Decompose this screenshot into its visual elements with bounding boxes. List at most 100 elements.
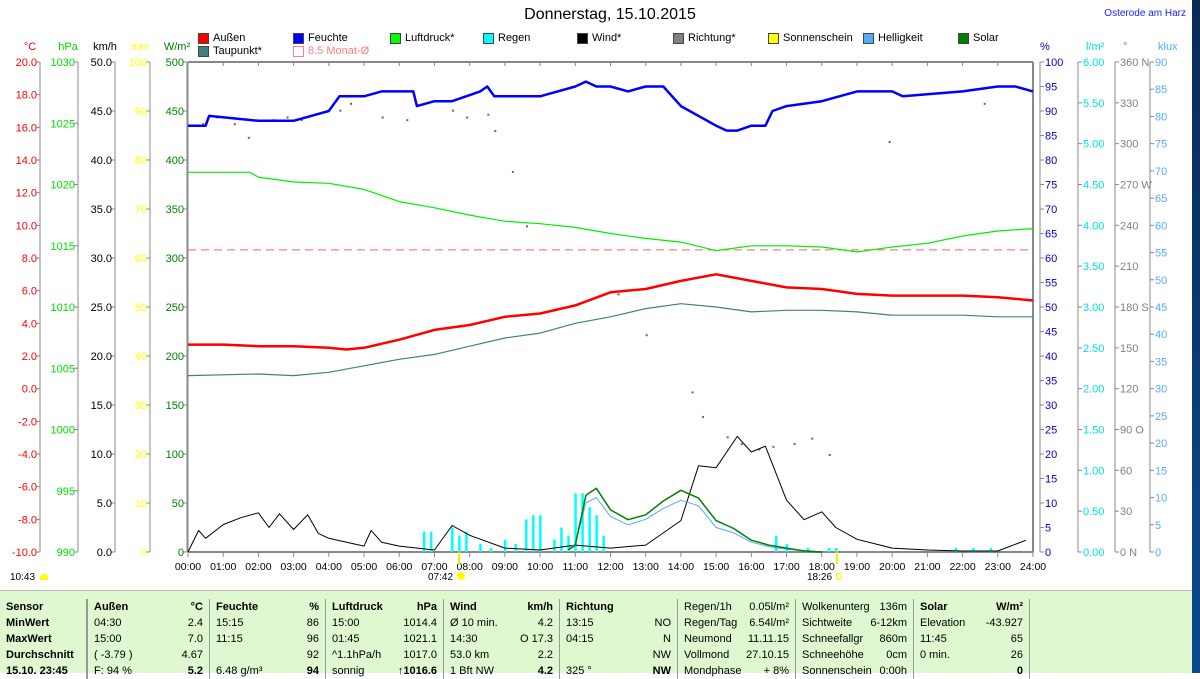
legend-swatch	[768, 32, 779, 44]
table-row: 01:45 1021.1	[332, 631, 437, 647]
table-header: Wind km/h	[450, 599, 553, 615]
table-value: 7.0	[187, 633, 203, 645]
table-row: sonnig ↑1016.6	[332, 663, 437, 679]
axis-tick-label-solar: 300	[166, 253, 184, 265]
x-tick-label: 17:00	[773, 561, 799, 573]
legend-item: Solar	[958, 32, 999, 44]
axis-tick-label-press: 1000	[51, 425, 75, 437]
axis-tick-label-min: 80	[135, 155, 147, 167]
direction-point	[740, 443, 743, 446]
direction-point	[466, 116, 469, 119]
table-value: N	[663, 633, 671, 645]
axis-tick-label-hum: 20	[1045, 449, 1057, 461]
axis-tick-label-temp: 8.0	[22, 253, 37, 265]
axis-tick-label-temp: 4.0	[22, 318, 37, 330]
table-value: km/h	[527, 601, 553, 613]
axis-tick-label-wind: 0.0	[97, 547, 112, 559]
table-label: 11:15	[216, 633, 243, 645]
table-row: 04:15 N	[566, 631, 671, 647]
axis-tick-label-solar: 450	[166, 106, 184, 118]
table-label: 1 Bft NW	[450, 665, 495, 677]
table-value: 5.2	[187, 665, 203, 677]
rain-bar	[503, 539, 507, 552]
axis-tick-label-rain: 1.50	[1083, 425, 1104, 437]
table-value: 1021.1	[403, 633, 437, 645]
table-group-feuchte: Feuchte% 15:15 86 11:15 96 92 6.48 g/m³ 94	[210, 599, 326, 679]
table-label: 04:15	[566, 633, 594, 645]
axis-tick-label-press: 995	[57, 486, 75, 498]
series-line-helligkeit	[567, 497, 822, 553]
table-label: Schneefallgr	[802, 633, 864, 645]
moon-icon	[40, 574, 48, 580]
x-tick-label: 09:00	[492, 561, 518, 573]
table-group-regen-mond: Regen/1h 0.05l/m² Regen/Tag 6.54l/m² Neumond…	[678, 599, 796, 679]
legend-label: Solar	[973, 32, 999, 44]
table-value: W/m²	[996, 601, 1023, 613]
axis-tick-label-dir: 300	[1120, 139, 1138, 151]
table-label: Außen	[94, 601, 129, 613]
legend-item: Helligkeit	[863, 32, 923, 44]
table-row: 0	[920, 663, 1023, 679]
table-label: sonnig	[332, 665, 365, 677]
x-tick-label: 07:00	[421, 561, 447, 573]
axis-unit-press: hPa	[58, 41, 78, 53]
table-row: 13:15 NO	[566, 615, 671, 631]
direction-point	[983, 102, 986, 105]
direction-point	[339, 109, 342, 112]
direction-point	[811, 437, 814, 440]
table-value: O 17.3	[519, 633, 553, 645]
series-line-taupunkt	[187, 303, 1033, 377]
table-row: MaxWert	[6, 631, 80, 647]
table-value: NW	[652, 649, 671, 661]
table-group-sensor: Sensor MinWert MaxWert Durchschnitt 15.10. 2…	[0, 599, 88, 679]
table-row: 1 Bft NW 4.2	[450, 663, 553, 679]
table-row: 14:30 O 17.3	[450, 631, 553, 647]
axis-tick-label-dir: 0 N	[1120, 547, 1137, 559]
table-row: 04:30 2.4	[94, 615, 203, 631]
axis-tick-label-hum: 15	[1045, 474, 1057, 486]
axis-tick-label-dir: 240	[1120, 220, 1138, 232]
legend-label: Wind*	[592, 32, 622, 44]
table-group-wind: Wind km/h Ø 10 min. 4.2 14:30 O 17.3 53.0 km 2.…	[444, 599, 560, 679]
rain-bar	[489, 547, 493, 552]
table-row: ^1.1hPa/h 1017.0	[332, 647, 437, 663]
axis-tick-label-wind: 25.0	[91, 302, 112, 314]
rain-bar	[806, 547, 810, 552]
axis-tick-label-wind: 5.0	[97, 498, 112, 510]
x-tick-label: 05:00	[351, 561, 377, 573]
legend-item: Richtung*	[673, 32, 736, 44]
axis-tick-label-rain: 3.00	[1083, 302, 1104, 314]
table-label: 53.0 km	[450, 649, 490, 661]
direction-point	[526, 225, 528, 228]
legend-item: Wind*	[577, 32, 621, 44]
axis-tick-label-klux: 50	[1155, 275, 1167, 287]
axis-tick-label-hum: 80	[1045, 155, 1057, 167]
sunset-time: 18:26	[807, 572, 833, 583]
axis-tick-label-solar: 100	[166, 449, 184, 461]
table-row: MinWert	[6, 615, 80, 631]
table-value: 27.10.15	[746, 649, 789, 661]
table-value: 136m	[879, 601, 907, 613]
axis-tick-label-hum: 55	[1045, 278, 1057, 290]
axis-tick-label-klux: 45	[1155, 302, 1167, 314]
x-tick-label: 23:00	[985, 561, 1011, 573]
table-row: 0 min. 26	[920, 647, 1023, 663]
axis-tick-label-wind: 50.0	[91, 57, 112, 69]
axis-tick-label-rain: 3.50	[1083, 261, 1104, 273]
table-label: Sonnenschein	[802, 665, 872, 677]
axis-tick-label-rain: 6.00	[1083, 57, 1104, 69]
direction-point	[828, 454, 831, 456]
location-link[interactable]: Osterode am Harz	[1104, 8, 1186, 19]
axis-tick-label-min: 90	[135, 106, 147, 118]
table-value: NW	[652, 665, 671, 677]
axis-unit-temp: °C	[24, 41, 36, 53]
table-label: Mondphase	[684, 665, 742, 677]
legend-label: Taupunkt*	[213, 45, 262, 57]
table-label: 13:15	[566, 617, 594, 629]
table-value: 0	[1016, 665, 1023, 677]
axis-unit-wind: km/h	[93, 41, 117, 53]
table-value: 96	[306, 633, 319, 645]
direction-point	[233, 123, 236, 126]
legend-swatch	[958, 32, 969, 44]
table-header: Luftdruck hPa	[332, 599, 437, 615]
